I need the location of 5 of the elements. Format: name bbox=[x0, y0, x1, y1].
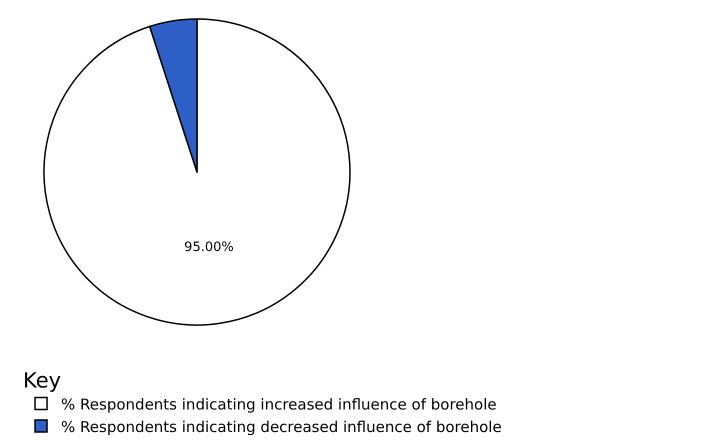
legend-label: % Respondents indicating increased influence of borehole bbox=[61, 395, 497, 414]
legend-label: % Respondents indicating decreased influence of borehole bbox=[61, 418, 502, 436]
legend-title: Key bbox=[23, 368, 62, 392]
pie-slice bbox=[43, 18, 351, 326]
data-label: 95.00% bbox=[184, 240, 234, 256]
